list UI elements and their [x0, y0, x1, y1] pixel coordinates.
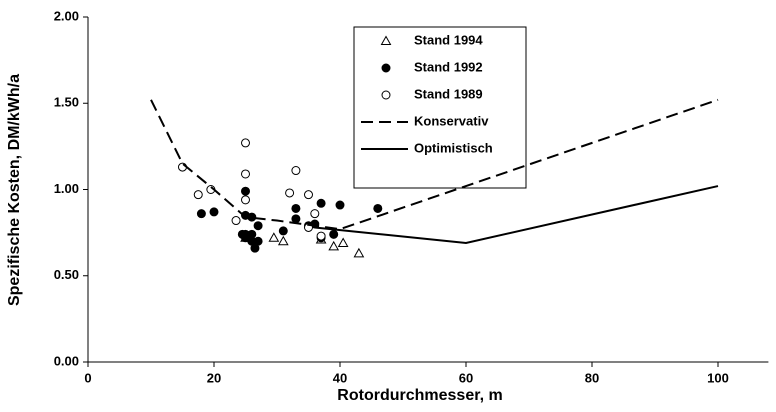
circle-marker — [237, 229, 247, 239]
line-series — [150, 98, 719, 231]
x-tick-label: 60 — [459, 370, 473, 385]
triangle-marker — [277, 235, 289, 246]
circle-marker — [310, 209, 320, 219]
circle-marker — [196, 209, 206, 219]
x-tick-label: 0 — [84, 370, 91, 385]
line-series — [314, 185, 719, 244]
circle-marker — [253, 236, 263, 246]
circle-marker — [231, 216, 241, 226]
circle-marker — [304, 190, 313, 200]
circle-marker — [241, 138, 250, 148]
circle-marker — [381, 90, 391, 100]
y-tick-label: 0.50 — [54, 267, 79, 282]
x-tick-label: 100 — [707, 370, 729, 385]
x-tick-label: 80 — [585, 370, 599, 385]
circle-marker — [247, 229, 257, 239]
x-tick-label: 20 — [207, 370, 221, 385]
circle-marker — [316, 231, 326, 241]
legend-label: Konservativ — [414, 113, 489, 128]
circle-marker — [291, 203, 301, 213]
y-axis-label: Spezifische Kosten, DM/kWh/a — [6, 74, 23, 306]
triangle-marker — [268, 232, 280, 242]
x-tick-label: 40 — [333, 370, 347, 385]
triangle-marker — [337, 237, 349, 247]
circle-marker — [285, 188, 295, 198]
circle-marker — [381, 63, 391, 73]
circle-marker — [253, 221, 263, 231]
circle-marker — [316, 198, 326, 208]
triangle-marker — [353, 247, 365, 258]
x-axis-label: Rotordurchmesser, m — [337, 387, 502, 404]
circle-marker — [241, 169, 250, 179]
circle-marker — [291, 166, 301, 176]
circle-marker — [193, 190, 203, 200]
y-tick-label: 0.00 — [54, 353, 79, 368]
circle-marker — [278, 226, 288, 236]
legend-box — [353, 26, 527, 189]
triangle-marker — [328, 240, 340, 251]
triangle-marker — [380, 35, 392, 45]
circle-marker — [329, 229, 339, 239]
legend-label: Optimistisch — [414, 140, 493, 155]
circle-marker — [291, 214, 301, 224]
legend-label: Stand 1994 — [414, 32, 483, 47]
circle-marker — [209, 207, 219, 217]
circle-marker — [241, 186, 250, 196]
legend-label: Stand 1992 — [414, 59, 483, 74]
y-tick-label: 2.00 — [54, 8, 79, 23]
y-tick-label: 1.50 — [54, 95, 79, 110]
circle-marker — [241, 195, 250, 205]
circle-marker — [373, 203, 383, 213]
legend-label: Stand 1989 — [414, 86, 483, 101]
circle-marker — [247, 212, 257, 222]
y-tick-label: 1.00 — [54, 181, 79, 196]
circle-marker — [335, 200, 345, 210]
